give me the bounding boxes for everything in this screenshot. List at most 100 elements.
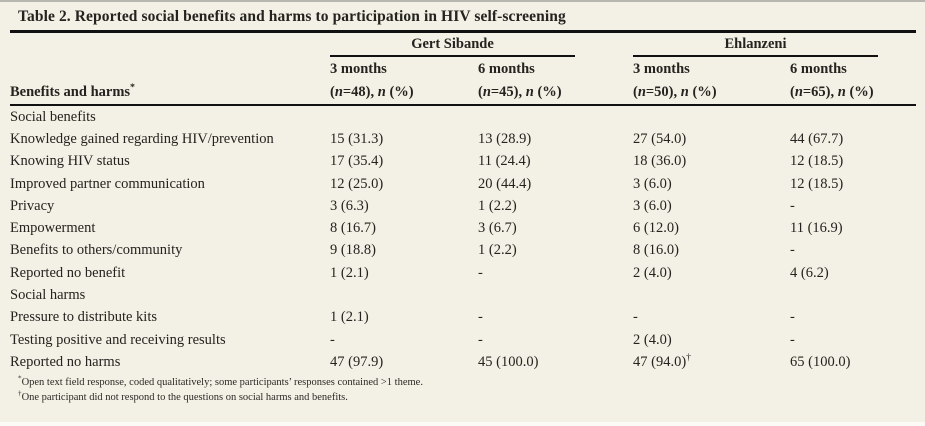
cell [478, 105, 633, 128]
cell [478, 284, 633, 306]
footnote: †One participant did not respond to the … [18, 390, 423, 405]
sample-header: (n=48), n (%) [330, 78, 478, 106]
table-header: Gert Sibande Ehlanzeni 3 months 6 months… [10, 33, 916, 106]
stub-header: Benefits and harms* [10, 78, 330, 106]
section-label: Social benefits [10, 108, 96, 125]
cell: - [478, 331, 483, 348]
table-row: Knowing HIV status 17 (35.4) 11 (24.4) 18 … [10, 151, 916, 173]
cell: 3 (6.3) [330, 197, 369, 214]
table-row: Testing positive and receiving results -… [10, 329, 916, 351]
cell: 20 (44.4) [478, 175, 532, 192]
row-label: Knowledge gained regarding HIV/preventio… [10, 130, 274, 147]
cell: 27 (54.0) [633, 130, 687, 147]
stub-header-label: Benefits and harms [10, 84, 131, 100]
group-header-gert-sibande: Gert Sibande [330, 33, 633, 57]
row-label: Pressure to distribute kits [10, 309, 158, 326]
sample-header: (n=65), n (%) [790, 78, 916, 106]
dagger-marker: † [686, 352, 692, 364]
footnote-text: One participant did not respond to the q… [21, 392, 348, 403]
table-row: Reported no benefit 1 (2.1) - 2 (4.0) 4 (6.… [10, 262, 916, 284]
cell: 11 (16.9) [790, 220, 843, 237]
row-label: Empowerment [10, 220, 96, 237]
table-row: Pressure to distribute kits 1 (2.1) - - - [10, 307, 916, 329]
title-rule [10, 30, 916, 33]
period-header: 6 months [790, 61, 847, 77]
table-row: Benefits to others/community 9 (18.8) 1 (… [10, 240, 916, 262]
period-header: 6 months [478, 61, 535, 77]
cell: 8 (16.7) [330, 220, 376, 237]
group-label: Ehlanzeni [633, 36, 878, 57]
period-header: 3 months [330, 61, 387, 77]
cell: - [633, 309, 638, 326]
period-header-row: 3 months 6 months 3 months 6 months [10, 57, 916, 78]
cell: 12 (25.0) [330, 175, 384, 192]
cell: 47 (94.0)† [633, 351, 790, 373]
cell: 15 (31.3) [330, 130, 384, 147]
footnote: *Open text field response, coded qualita… [18, 375, 423, 390]
cell: 1 (2.2) [478, 197, 517, 214]
sample-header: (n=45), n (%) [478, 78, 633, 106]
cell: 45 (100.0) [478, 353, 539, 370]
group-header-ehlanzeni: Ehlanzeni [633, 33, 916, 57]
cell [790, 105, 916, 128]
spacer-cell [10, 33, 330, 57]
section-label: Social harms [10, 287, 86, 304]
table-row: Empowerment 8 (16.7) 3 (6.7) 6 (12.0) 11 (1… [10, 217, 916, 239]
spacer-cell [10, 57, 330, 78]
table-row: Reported no harms 47 (97.9) 45 (100.0) 4… [10, 351, 916, 373]
row-label: Privacy [10, 197, 55, 214]
cell: 6 (12.0) [633, 220, 679, 237]
cell: 2 (4.0) [633, 331, 672, 348]
cell: 3 (6.0) [633, 197, 672, 214]
cell: - [478, 264, 483, 281]
cell: - [790, 309, 795, 326]
cell: 8 (16.0) [633, 242, 679, 259]
group-label: Gert Sibande [330, 36, 575, 57]
cell: 18 (36.0) [633, 153, 687, 170]
section-row: Social benefits [10, 105, 916, 128]
cell [330, 105, 478, 128]
cell: 47 (97.9) [330, 353, 384, 370]
row-label: Testing positive and receiving results [10, 331, 226, 348]
cell: - [478, 309, 483, 326]
footnote-marker: * [18, 374, 22, 383]
table-row: Improved partner communication 12 (25.0)… [10, 173, 916, 195]
row-label: Benefits to others/community [10, 242, 183, 259]
cell: - [330, 331, 335, 348]
page-bottom-edge [0, 422, 925, 426]
sample-header: (n=50), n (%) [633, 78, 790, 106]
cell: 12 (18.5) [790, 175, 844, 192]
cell-value: 47 (94.0) [633, 353, 687, 370]
cell: 65 (100.0) [790, 353, 851, 370]
cell: 9 (18.8) [330, 242, 376, 259]
row-label: Knowing HIV status [10, 153, 130, 170]
cell: - [790, 197, 795, 214]
row-label: Improved partner communication [10, 175, 205, 192]
cell [330, 284, 478, 306]
cell [633, 284, 790, 306]
cell: 1 (2.2) [478, 242, 517, 259]
footnote-text: Open text field response, coded qualitat… [21, 377, 423, 388]
stub-header-marker: * [130, 82, 135, 94]
row-label: Reported no benefit [10, 264, 126, 281]
period-header: 3 months [633, 61, 690, 77]
cell: 12 (18.5) [790, 153, 844, 170]
data-table: Gert Sibande Ehlanzeni 3 months 6 months… [10, 33, 916, 374]
table-title: Table 2. Reported social benefits and ha… [18, 8, 566, 25]
row-label: Reported no harms [10, 353, 121, 370]
cell: 4 (6.2) [790, 264, 829, 281]
table-row: Privacy 3 (6.3) 1 (2.2) 3 (6.0) - [10, 195, 916, 217]
cell [790, 284, 916, 306]
cell: - [790, 331, 795, 348]
table-row: Knowledge gained regarding HIV/preventio… [10, 128, 916, 150]
cell: 11 (24.4) [478, 153, 531, 170]
group-header-row: Gert Sibande Ehlanzeni [10, 33, 916, 57]
cell: 3 (6.0) [633, 175, 672, 192]
table-body: Social benefits Knowledge gained regardi… [10, 105, 916, 374]
cell: - [790, 242, 795, 259]
footnote-marker: † [18, 389, 22, 398]
cell: 17 (35.4) [330, 153, 384, 170]
cell: 44 (67.7) [790, 130, 844, 147]
cell: 2 (4.0) [633, 264, 672, 281]
